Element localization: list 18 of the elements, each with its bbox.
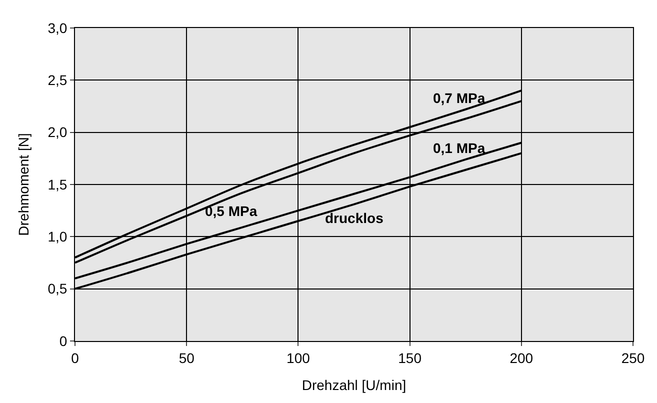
y-tick-label: 1,0 bbox=[48, 228, 68, 245]
y-axis-title: Drehmoment [N] bbox=[15, 133, 32, 236]
y-tick-label: 0,5 bbox=[48, 280, 68, 297]
x-tick-label: 200 bbox=[510, 350, 534, 366]
x-tick-label: 50 bbox=[178, 350, 195, 366]
x-tick-label: 0 bbox=[71, 350, 80, 366]
x-axis-title: Drehzahl [U/min] bbox=[302, 377, 406, 394]
x-tick-label: 100 bbox=[286, 350, 310, 366]
x-tick-label: 250 bbox=[621, 350, 645, 366]
y-tick-label: 0 bbox=[59, 332, 68, 349]
y-tick-label: 1,5 bbox=[48, 176, 68, 192]
y-tick-label: 2,5 bbox=[48, 72, 68, 88]
y-tick-label: 3,0 bbox=[48, 20, 68, 36]
series-label: 0,7 MPa bbox=[433, 90, 486, 106]
series-label: 0,1 MPa bbox=[433, 140, 486, 156]
x-tick-label: 150 bbox=[398, 350, 422, 366]
series-label: drucklos bbox=[325, 210, 384, 226]
y-tick-label: 2,0 bbox=[48, 124, 68, 140]
